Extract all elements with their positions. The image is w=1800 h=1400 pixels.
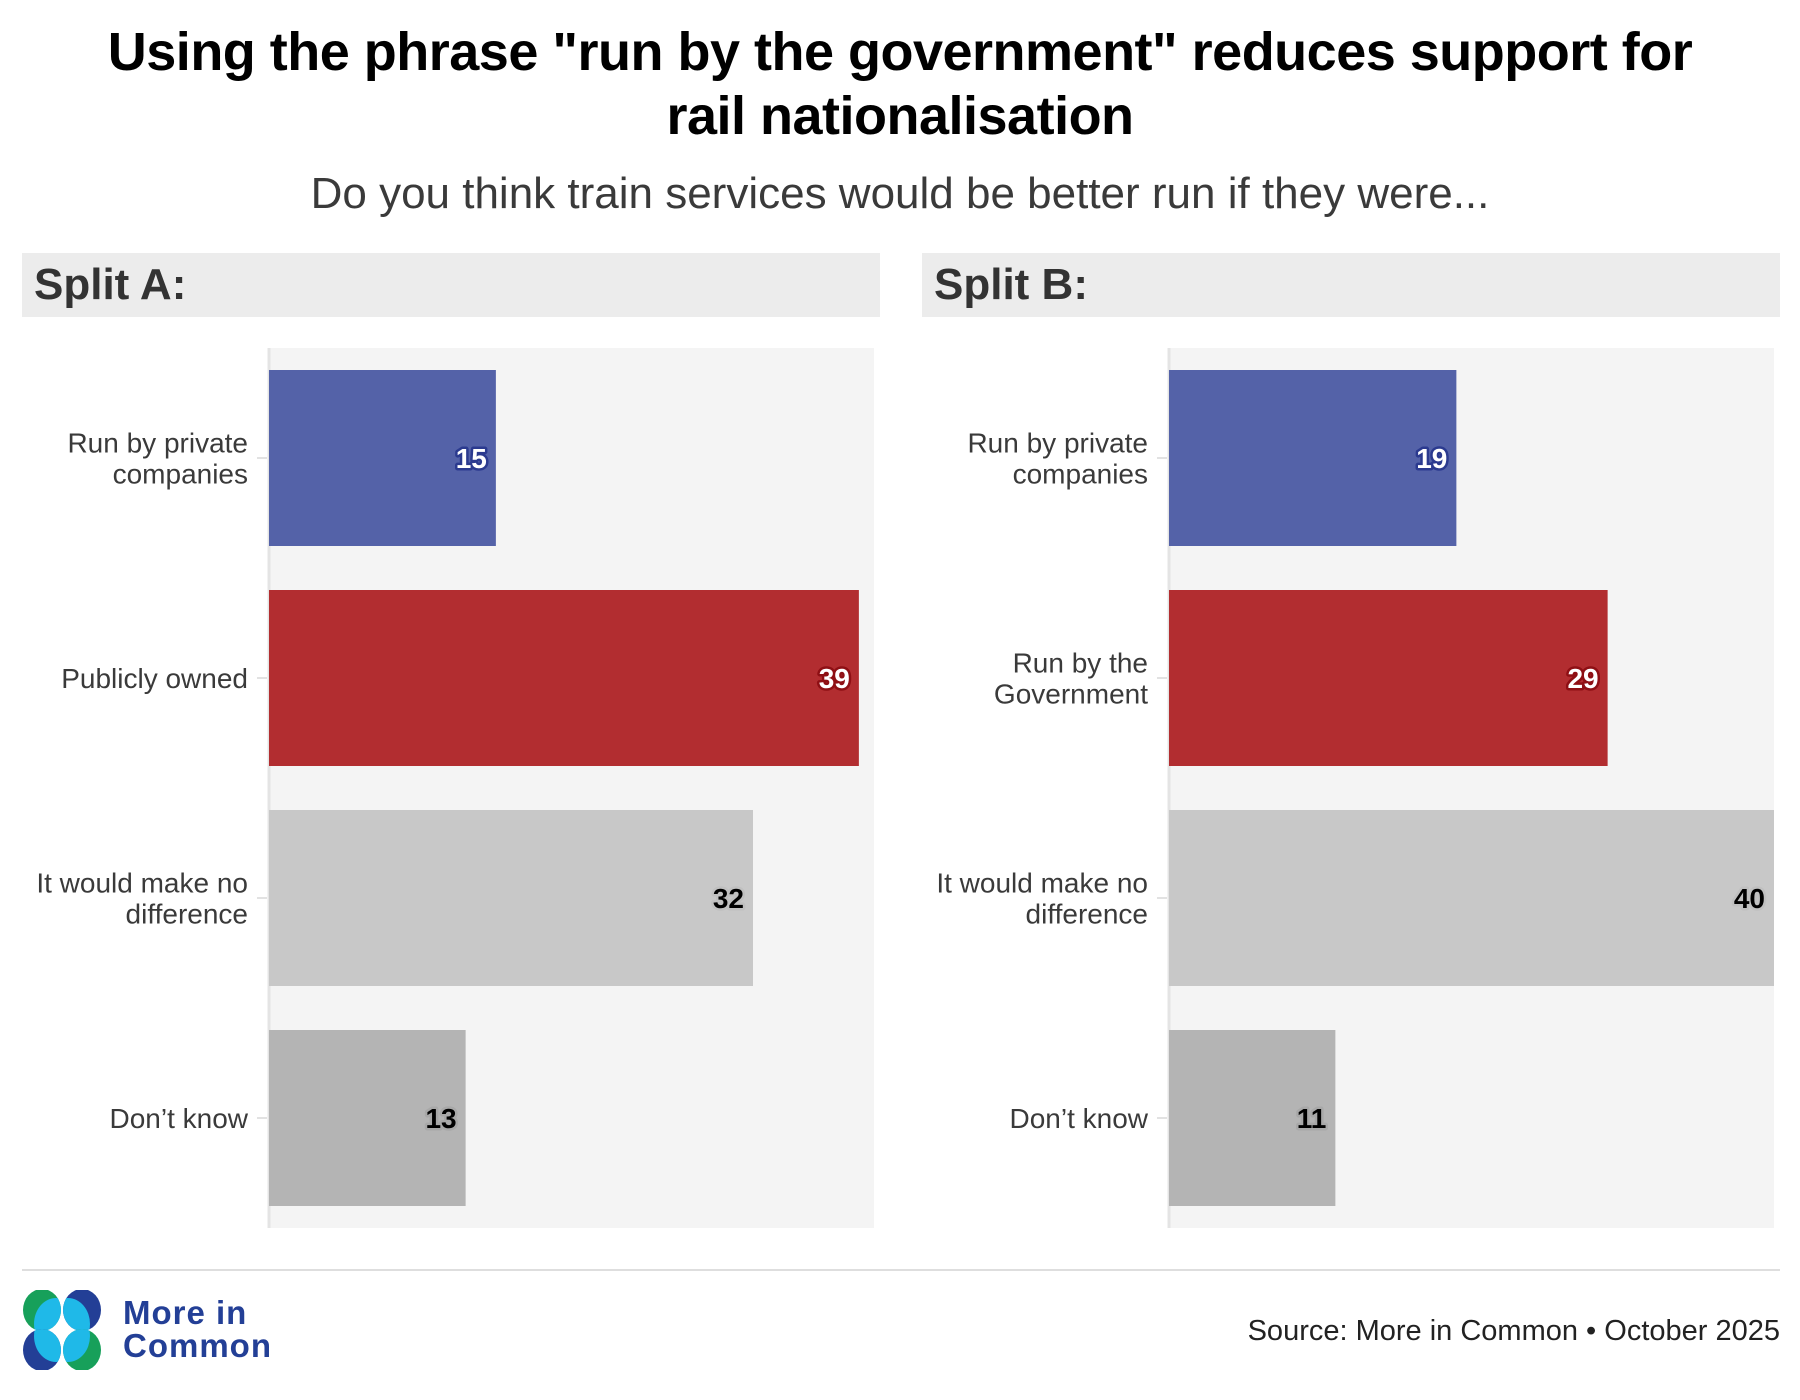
category-label-line: Don’t know — [1009, 1103, 1148, 1134]
brand-wordmark: More in Common — [123, 1296, 272, 1362]
chart-subtitle: Do you think train services would be bet… — [310, 169, 1490, 218]
value-label: 29 — [1567, 663, 1598, 694]
bar — [269, 370, 496, 546]
category-label: Run by private companies — [967, 428, 1148, 490]
category-label: It would make no difference — [36, 868, 248, 930]
category-label-line: difference — [1026, 899, 1148, 930]
bar — [269, 590, 859, 766]
title-line-1: Using the phrase "run by the government"… — [107, 22, 1693, 82]
bar — [269, 810, 753, 986]
split-b-title: Split B: — [934, 260, 1088, 309]
category-label-line: difference — [126, 899, 248, 930]
value-label: 11 — [1297, 1103, 1327, 1134]
value-label: 40 — [1734, 883, 1765, 914]
split-a-header: Split A: — [22, 253, 880, 317]
value-label: 15 — [456, 443, 487, 474]
value-label: 32 — [713, 883, 744, 914]
bar — [1169, 1030, 1336, 1206]
category-label-line: Run by the — [1013, 648, 1148, 679]
brand-line-1: More in — [123, 1294, 248, 1331]
bar — [1169, 590, 1608, 766]
category-label-line: Run by private — [967, 428, 1148, 459]
split-b-chart: Run by private companies 19 Run by the Gover… — [936, 348, 1774, 1228]
category-label-line: Publicly owned — [61, 663, 248, 694]
value-label: 39 — [819, 663, 850, 694]
value-label: 19 — [1416, 443, 1447, 474]
category-label-line: Government — [994, 679, 1148, 710]
bar — [269, 1030, 466, 1206]
split-a-chart: Run by private companies 15 Publicly owned 3… — [36, 348, 874, 1228]
category-label-line: Run by private — [67, 428, 248, 459]
brand-line-2: Common — [123, 1327, 272, 1364]
footer-divider — [22, 1269, 1780, 1271]
category-label: Run by private companies — [67, 428, 248, 490]
category-label: Run by the Government — [994, 648, 1148, 710]
category-label: Publicly owned — [61, 663, 248, 694]
value-label: 13 — [425, 1103, 456, 1134]
split-a-title: Split A: — [34, 260, 187, 309]
bar — [1169, 810, 1774, 986]
category-label-line: companies — [1013, 459, 1148, 490]
category-label-line: companies — [113, 459, 248, 490]
category-label: Don’t know — [109, 1103, 248, 1134]
category-label-line: It would make no — [36, 868, 248, 899]
category-label: It would make no difference — [936, 868, 1148, 930]
split-b-header: Split B: — [922, 253, 1780, 317]
chart-title: Using the phrase "run by the government"… — [0, 20, 1800, 148]
more-in-common-logo-icon — [23, 1290, 101, 1370]
title-line-2: rail nationalisation — [666, 86, 1134, 146]
category-label: Don’t know — [1009, 1103, 1148, 1134]
category-label-line: It would make no — [936, 868, 1148, 899]
source-note: Source: More in Common • October 2025 — [1247, 1315, 1780, 1347]
bar — [1169, 370, 1457, 546]
category-label-line: Don’t know — [109, 1103, 248, 1134]
